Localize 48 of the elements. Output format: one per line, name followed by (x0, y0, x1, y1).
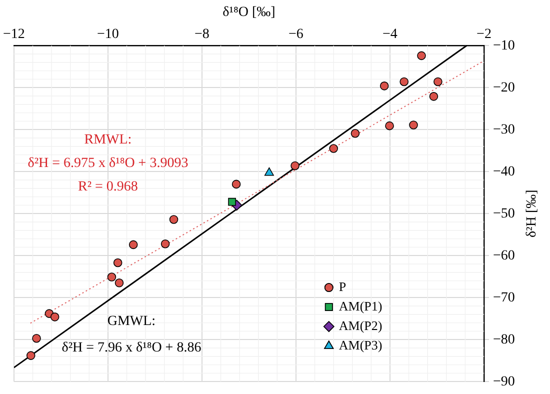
x-tick-label: −8 (194, 26, 210, 42)
y-tick-label: −10 (493, 38, 515, 54)
point (385, 121, 394, 130)
point (429, 92, 438, 101)
annotation: δ²H = 7.96 x δ¹⁸O + 8.86 (62, 340, 202, 356)
point (290, 161, 300, 170)
legend-label: AM(P1) (338, 298, 382, 314)
annotation: δ²H = 6.975 x δ¹⁸O + 3.9093 (28, 156, 188, 171)
annotation: RMWL: (84, 132, 132, 148)
point (350, 128, 360, 138)
annotation: R² = 0.968 (78, 179, 138, 194)
y-tick-label: −30 (493, 122, 515, 138)
x-tick-label: −10 (97, 26, 119, 42)
y-tick-label: −90 (493, 374, 515, 390)
x-axis-title: δ¹⁸O [‰] (222, 5, 276, 20)
point (113, 258, 122, 268)
annotation: GMWL: (107, 314, 156, 329)
y-tick-label: −20 (493, 80, 515, 96)
point (329, 144, 338, 153)
y-tick-label: −80 (493, 332, 515, 348)
point (228, 198, 236, 206)
point (232, 180, 241, 189)
y-tick-label: −60 (493, 248, 515, 264)
y-tick-label: −50 (493, 206, 515, 222)
point (50, 312, 60, 322)
legend-label: P (338, 278, 346, 294)
point (380, 82, 389, 90)
point (400, 77, 408, 86)
point (107, 272, 116, 282)
legend-label: AM(P3) (338, 337, 382, 352)
point (32, 334, 41, 343)
point (417, 51, 426, 60)
legend-label: AM(P2) (338, 318, 382, 333)
point (434, 77, 442, 86)
x-tick-label: −12 (2, 26, 25, 42)
y-tick-label: −40 (493, 164, 515, 180)
point (409, 120, 418, 130)
point (114, 278, 124, 288)
x-tick-label: −6 (288, 26, 304, 42)
point (160, 239, 170, 248)
point (169, 215, 178, 224)
x-tick-label: −2 (476, 26, 492, 42)
point (264, 167, 274, 176)
point (128, 240, 138, 250)
y-tick-label: −70 (493, 290, 515, 306)
point (26, 351, 36, 360)
x-tick-label: −4 (382, 26, 398, 42)
y-axis-title: δ²H [‰] (524, 190, 540, 238)
